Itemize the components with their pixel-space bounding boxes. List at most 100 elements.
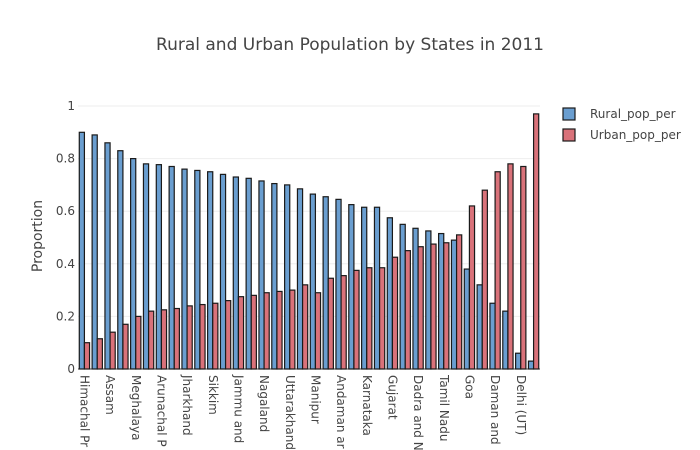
bar-Urban_pop_per bbox=[443, 242, 450, 370]
x-tick-label: Jammu and bbox=[231, 374, 245, 443]
bar-Rural_pop_per bbox=[476, 284, 483, 370]
bar-Rural_pop_per bbox=[78, 131, 86, 370]
bar-Rural_pop_per bbox=[296, 188, 304, 370]
bar-Urban_pop_per bbox=[340, 275, 347, 370]
bar-Rural_pop_per bbox=[219, 173, 227, 370]
bar-Urban_pop_per bbox=[122, 323, 129, 370]
y-tick-label: 0.4 bbox=[56, 257, 75, 271]
bar-Rural_pop_per bbox=[515, 352, 522, 370]
bar-Rural_pop_per bbox=[232, 176, 240, 370]
bar-Urban_pop_per bbox=[391, 256, 399, 370]
bar-Urban_pop_per bbox=[494, 171, 501, 370]
bar-Rural_pop_per bbox=[245, 177, 252, 370]
bar-Rural_pop_per bbox=[386, 217, 394, 370]
y-tick-label: 1 bbox=[67, 99, 75, 113]
x-tick-label: Daman and bbox=[488, 375, 502, 445]
legend-label[interactable]: Rural_pop_per bbox=[590, 107, 676, 121]
y-tick-label: 0.2 bbox=[56, 309, 75, 323]
bar-Urban_pop_per bbox=[481, 189, 488, 370]
bar-Urban_pop_per bbox=[135, 315, 142, 370]
bar-Rural_pop_per bbox=[322, 196, 329, 370]
bar-Rural_pop_per bbox=[361, 206, 368, 370]
x-tick-label: Tamil Nadu bbox=[437, 374, 451, 441]
bar-Urban_pop_per bbox=[532, 113, 540, 370]
bar-Urban_pop_per bbox=[314, 292, 322, 370]
y-axis-ticks: 0 0.2 0.4 0.6 0.8 1 bbox=[56, 99, 75, 376]
legend-swatch[interactable] bbox=[562, 128, 576, 142]
bar-Urban_pop_per bbox=[455, 234, 463, 370]
y-axis-title: Proportion bbox=[30, 200, 46, 272]
bar-Rural_pop_per bbox=[168, 165, 175, 370]
bar-Urban_pop_per bbox=[430, 243, 437, 370]
bar-Rural_pop_per bbox=[207, 171, 214, 370]
x-tick-label: Karnataka bbox=[360, 375, 374, 436]
bar-Rural_pop_per bbox=[348, 204, 355, 370]
x-tick-label: Nagaland bbox=[257, 375, 271, 432]
bar-Rural_pop_per bbox=[489, 302, 496, 370]
bar-Urban_pop_per bbox=[353, 269, 360, 370]
gridlines bbox=[78, 105, 540, 370]
bar-Urban_pop_per bbox=[224, 300, 232, 370]
bar-Rural_pop_per bbox=[91, 134, 98, 370]
x-tick-label: Sikkim bbox=[206, 375, 220, 415]
bar-Rural_pop_per bbox=[527, 360, 535, 370]
bar-Rural_pop_per bbox=[130, 158, 137, 370]
x-tick-label: Gujarat bbox=[385, 375, 399, 420]
bar-Urban_pop_per bbox=[276, 290, 283, 370]
bar-Rural_pop_per bbox=[309, 193, 317, 370]
bar-Rural_pop_per bbox=[412, 227, 419, 370]
bar-Urban_pop_per bbox=[520, 165, 527, 370]
bar-Rural_pop_per bbox=[104, 142, 111, 370]
legend-swatch[interactable] bbox=[562, 107, 576, 121]
bar-Rural_pop_per bbox=[142, 163, 150, 370]
bar-Urban_pop_per bbox=[507, 163, 514, 370]
bar-Rural_pop_per bbox=[181, 168, 188, 370]
bar-Rural_pop_per bbox=[438, 232, 445, 370]
bar-Urban_pop_per bbox=[289, 289, 296, 370]
bar-Urban_pop_per bbox=[199, 303, 206, 370]
bar-Urban_pop_per bbox=[468, 205, 476, 370]
bar-Rural_pop_per bbox=[194, 169, 201, 370]
bar-Rural_pop_per bbox=[258, 180, 265, 370]
x-axis-ticks: Himachal Pr Assam Meghalaya Arunachal P Jhar… bbox=[77, 374, 527, 450]
bar-Urban_pop_per bbox=[327, 277, 334, 370]
bar-Rural_pop_per bbox=[271, 182, 278, 370]
bar-Urban_pop_per bbox=[263, 292, 270, 370]
bar-Urban_pop_per bbox=[237, 296, 245, 370]
bar-Rural_pop_per bbox=[502, 310, 509, 370]
bar-Urban_pop_per bbox=[301, 284, 309, 370]
bar-Rural_pop_per bbox=[117, 150, 124, 370]
bar-Rural_pop_per bbox=[335, 198, 342, 370]
bar-Urban_pop_per bbox=[404, 250, 411, 370]
x-tick-label: Assam bbox=[103, 375, 117, 415]
bar-Urban_pop_per bbox=[173, 307, 180, 370]
x-tick-label: Arunachal P bbox=[154, 375, 168, 447]
bar-Rural_pop_per bbox=[284, 184, 291, 370]
bar-Urban_pop_per bbox=[96, 338, 103, 370]
bar-Rural_pop_per bbox=[155, 164, 163, 370]
bar-Rural_pop_per bbox=[425, 230, 432, 370]
x-tick-label: Jharkhand bbox=[180, 374, 194, 436]
x-tick-label: Manipur bbox=[308, 375, 322, 424]
bar-Urban_pop_per bbox=[160, 309, 168, 370]
x-tick-label: Goa bbox=[462, 375, 476, 399]
x-tick-label: Uttarakhand bbox=[283, 375, 297, 450]
bar-Urban_pop_per bbox=[109, 331, 116, 370]
x-tick-label: Meghalaya bbox=[129, 375, 143, 440]
legend-label[interactable]: Urban_pop_per bbox=[590, 128, 681, 142]
bars bbox=[78, 113, 540, 370]
bar-Urban_pop_per bbox=[83, 342, 91, 370]
y-tick-label: 0.8 bbox=[56, 152, 75, 166]
y-tick-label: 0.6 bbox=[56, 204, 75, 218]
bar-Rural_pop_per bbox=[373, 206, 381, 370]
bar-Urban_pop_per bbox=[250, 294, 257, 370]
bar-Urban_pop_per bbox=[147, 310, 155, 370]
bar-Urban_pop_per bbox=[212, 302, 219, 370]
bar-Rural_pop_per bbox=[450, 239, 458, 370]
bar-Urban_pop_per bbox=[417, 246, 424, 370]
chart-title: Rural and Urban Population by States in … bbox=[156, 35, 544, 55]
x-tick-label: Andaman ar bbox=[334, 375, 348, 449]
bar-Urban_pop_per bbox=[186, 305, 193, 370]
x-tick-label: Himachal Pr bbox=[77, 375, 91, 447]
